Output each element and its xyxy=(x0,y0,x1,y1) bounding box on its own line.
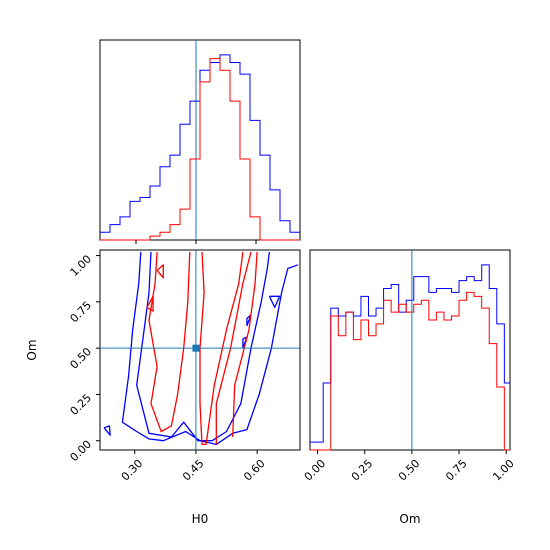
joint-contour-0-5 xyxy=(242,336,248,349)
joint-contour-series xyxy=(103,251,299,446)
joint-y-tick-label-2: 0.50 xyxy=(68,345,95,372)
joint-y-ticks: 0.00 0.25 0.50 0.75 1.00 xyxy=(68,252,100,464)
joint-contour-1-4 xyxy=(156,264,164,279)
om-histogram-series xyxy=(310,264,510,451)
joint-contour-0-4 xyxy=(246,314,252,327)
joint-contour-panel: 0.30 0.45 0.60 0.00 0.25 0.50 0.75 1.00 xyxy=(68,249,301,483)
joint-x-ticks: 0.30 0.45 0.60 xyxy=(119,450,268,483)
joint-contour-0-3 xyxy=(268,295,281,309)
joint-contour-1-3 xyxy=(232,251,258,438)
joint-y-tick-label-4: 1.00 xyxy=(68,252,95,279)
joint-contour-1-5 xyxy=(146,295,154,312)
h0-histogram-panel xyxy=(99,39,301,241)
truth-point-marker xyxy=(192,344,200,352)
joint-contour-1-1 xyxy=(199,251,244,446)
om-x-tick-label-1: 0.25 xyxy=(349,457,376,484)
om-x-tick-label-2: 0.50 xyxy=(396,457,423,484)
x-axis-label-h0: H0 xyxy=(192,512,209,526)
om-x-tick-label-3: 0.75 xyxy=(443,457,470,484)
y-axis-label-om: Om xyxy=(25,339,39,360)
om-x-tick-label-0: 0.00 xyxy=(302,457,329,484)
joint-x-tick-label-1: 0.45 xyxy=(180,457,207,484)
joint-contour-frame xyxy=(99,249,301,451)
om-x-ticks: 0.00 0.25 0.50 0.75 1.00 xyxy=(302,450,517,483)
om-x-tick-label-4: 1.00 xyxy=(490,457,517,484)
om-histogram-frame xyxy=(309,249,511,451)
joint-y-tick-label-3: 0.75 xyxy=(68,299,95,326)
joint-y-tick-label-0: 0.00 xyxy=(68,438,95,465)
h0-histogram-x-ticks xyxy=(135,240,257,244)
x-axis-label-om: Om xyxy=(399,512,420,526)
joint-contour-1-0 xyxy=(148,251,191,433)
h0-histogram-frame xyxy=(99,39,301,241)
om-histogram-panel: 0.00 0.25 0.50 0.75 1.00 xyxy=(302,249,517,483)
h0-histogram-series-1 xyxy=(100,58,300,241)
joint-y-tick-label-1: 0.25 xyxy=(68,391,95,418)
h0-histogram-series xyxy=(100,54,300,241)
om-histogram-series-0 xyxy=(310,264,510,443)
joint-x-tick-label-0: 0.30 xyxy=(119,457,146,484)
joint-contour-0-1 xyxy=(136,251,271,442)
om-histogram-series-1 xyxy=(310,291,510,451)
joint-contour-0-2 xyxy=(103,425,111,436)
joint-contour-0-0 xyxy=(121,251,299,446)
joint-x-tick-label-2: 0.60 xyxy=(241,457,268,484)
